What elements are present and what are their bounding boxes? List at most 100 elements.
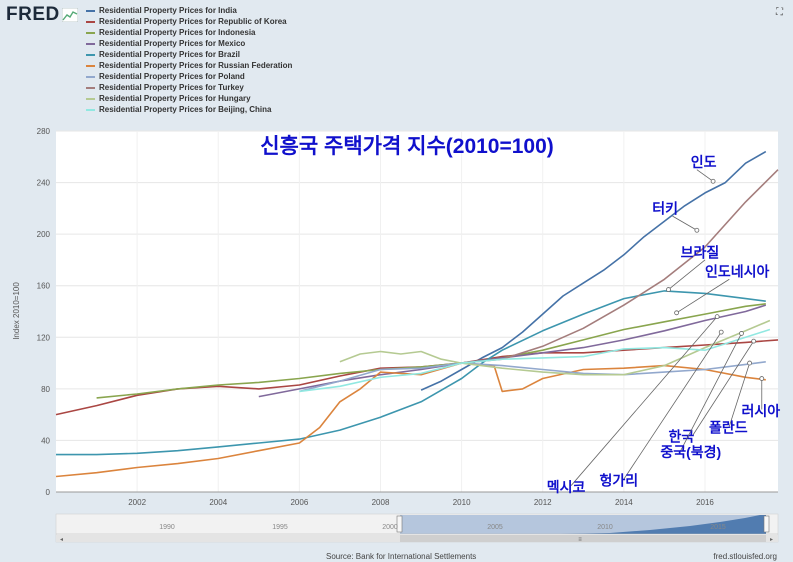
navigator-handle-right[interactable] (763, 515, 770, 533)
x-tick-label: 2012 (534, 498, 552, 507)
y-axis-label: Index 2010=100 (12, 282, 21, 340)
annotation-leader (728, 362, 750, 427)
source-text: Source: Bank for International Settlemen… (326, 552, 477, 561)
legend-line-icon (86, 97, 95, 100)
fred-logo[interactable]: FRED (6, 4, 60, 25)
navigator-tick-label: 2005 (487, 524, 503, 531)
legend-label: Residential Property Prices for Turkey (99, 83, 244, 92)
y-tick-label: 240 (37, 179, 51, 188)
legend-item[interactable]: Residential Property Prices for Mexico (86, 38, 292, 49)
annotation-marker (694, 227, 700, 233)
legend-line-icon (86, 64, 95, 67)
series-line-9[interactable] (299, 328, 771, 393)
navigator-tick-label: 1995 (272, 524, 288, 531)
series-line-0[interactable] (420, 150, 767, 391)
legend: Residential Property Prices for India Res… (86, 5, 292, 115)
annotation-label: 폴란드 (709, 420, 748, 436)
legend-item[interactable]: Residential Property Prices for Indonesi… (86, 27, 292, 38)
annotation-label: 러시아 (741, 403, 780, 419)
navigator-tick-label: 2010 (597, 524, 613, 531)
annotation-marker (714, 314, 720, 320)
annotation-leader (696, 169, 714, 182)
legend-label: Residential Property Prices for Russian … (99, 61, 293, 70)
series-line-7[interactable] (461, 169, 779, 364)
scroll-right-icon[interactable]: ▸ (770, 537, 773, 543)
x-tick-label: 2008 (372, 498, 390, 507)
range-navigator[interactable]: 1990 1995 2000 2005 2010 2015 ≡ ◂ ▸ (55, 513, 779, 543)
annotation-label: 인도네시아 (705, 264, 770, 280)
annotation-leader (680, 333, 742, 451)
y-tick-label: 280 (37, 127, 51, 136)
annotation-marker (751, 338, 757, 344)
legend-item[interactable]: Residential Property Prices for Russian … (86, 60, 292, 71)
legend-item[interactable]: Residential Property Prices for Poland (86, 71, 292, 82)
legend-label: Residential Property Prices for Mexico (99, 39, 246, 48)
annotation-marker (739, 331, 744, 336)
legend-item[interactable]: Residential Property Prices for Beijing,… (86, 104, 292, 115)
scrollbar-track[interactable] (56, 535, 778, 542)
legend-label: Residential Property Prices for Republic… (99, 17, 287, 26)
annotation-leader (676, 278, 730, 314)
scrollbar-grip-icon: ≡ (578, 537, 582, 543)
legend-label: Residential Property Prices for India (99, 6, 237, 15)
legend-item[interactable]: Residential Property Prices for India (86, 5, 292, 16)
x-tick-label: 2006 (290, 498, 308, 507)
legend-line-icon (86, 20, 95, 23)
navigator-handle-left[interactable] (396, 515, 403, 533)
y-tick-label: 40 (41, 436, 50, 445)
legend-label: Residential Property Prices for Hungary (99, 94, 251, 103)
chart-title: 신흥국 주택가격 지수(2010=100) (260, 135, 554, 158)
y-tick-label: 200 (37, 230, 51, 239)
series-line-5[interactable] (55, 362, 766, 478)
series-line-1[interactable] (55, 339, 779, 416)
x-tick-label: 2014 (615, 498, 633, 507)
legend-label: Residential Property Prices for Brazil (99, 50, 240, 59)
navigator-tick-label: 2015 (710, 524, 726, 531)
legend-item[interactable]: Residential Property Prices for Republic… (86, 16, 292, 27)
legend-line-icon (86, 31, 95, 34)
legend-item[interactable]: Residential Property Prices for Brazil (86, 49, 292, 60)
annotation-marker (710, 178, 716, 184)
annotation-marker (759, 376, 765, 381)
scroll-left-icon[interactable]: ◂ (60, 537, 63, 543)
series-line-2[interactable] (96, 303, 766, 399)
annotation-label: 인도 (691, 154, 717, 170)
legend-line-icon (86, 42, 95, 45)
annotation-leader (668, 259, 706, 290)
scrollbar-thumb[interactable] (400, 535, 766, 542)
legend-label: Residential Property Prices for Beijing,… (99, 105, 272, 114)
annotation-label: 터키 (652, 201, 678, 217)
annotation-leader (570, 316, 718, 486)
annotation-leader (692, 340, 754, 436)
series-line-4[interactable] (56, 290, 766, 456)
y-tick-label: 120 (37, 333, 51, 342)
x-tick-label: 2004 (209, 498, 227, 507)
annotation-leader (623, 331, 722, 480)
annotation-leader (672, 215, 698, 231)
legend-item[interactable]: Residential Property Prices for Hungary (86, 93, 292, 104)
annotation-marker (666, 287, 671, 292)
expand-icon[interactable]: ⛶ (776, 7, 783, 18)
legend-label: Residential Property Prices for Poland (99, 72, 245, 81)
series-line-3[interactable] (258, 304, 767, 398)
legend-item[interactable]: Residential Property Prices for Turkey (86, 82, 292, 93)
chart-line-icon (62, 8, 78, 22)
navigator-selection[interactable] (400, 515, 766, 534)
legend-line-icon (86, 86, 95, 89)
annotation-label: 멕시코 (547, 479, 586, 495)
legend-label: Residential Property Prices for Indonesi… (99, 28, 256, 37)
annotation-marker (718, 329, 724, 335)
series-line-6[interactable] (299, 361, 766, 393)
annotation-marker (674, 310, 679, 316)
annotation-label: 중국(북경) (660, 444, 721, 460)
site-link[interactable]: fred.stlouisfed.org (713, 552, 777, 561)
annotation-label: 브라질 (681, 244, 720, 260)
x-tick-label: 2016 (696, 498, 714, 507)
y-tick-label: 80 (41, 385, 50, 394)
navigator-tick-label: 2000 (382, 524, 398, 531)
legend-line-icon (86, 75, 95, 78)
x-tick-label: 2010 (453, 498, 471, 507)
annotation-label: 헝가리 (600, 473, 639, 489)
series-line-8[interactable] (339, 319, 771, 376)
